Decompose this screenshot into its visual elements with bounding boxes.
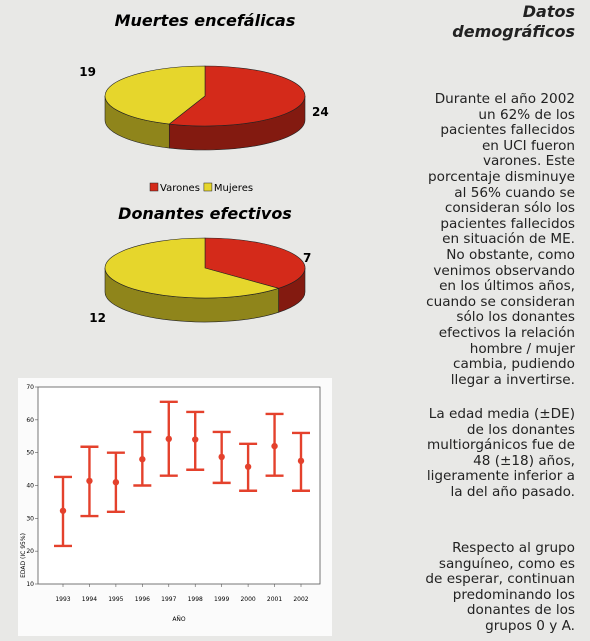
text-line: en situación de ME. — [442, 231, 575, 248]
y-tick-label: 20 — [26, 548, 34, 555]
text-line: porcentaje disminuye — [428, 168, 575, 185]
legend-label: Varones — [160, 183, 200, 194]
text-line: un 62% de los — [478, 106, 575, 123]
x-tick-label: 1998 — [188, 596, 203, 603]
text-line: sólo los donantes — [456, 309, 575, 326]
text-line: efectivos la relación — [438, 324, 575, 341]
text-line: de esperar, continuan — [425, 571, 575, 588]
paragraph: La edad media (±DE) de los donantes multio… — [375, 406, 575, 501]
pie-slice — [204, 237, 306, 289]
legend-swatch — [203, 182, 213, 192]
heading: Datos demográficos — [452, 2, 575, 41]
mean-marker — [218, 453, 225, 461]
text-line: La edad media (±DE) — [428, 406, 575, 422]
pie-value-label: 24 — [312, 105, 329, 119]
text-line: multiorgánicos fue de — [426, 437, 575, 454]
mean-marker — [244, 463, 252, 470]
charts: Muertes encefálicas 24 19 Varones Mujeres Don… — [18, 11, 332, 636]
pie-slice — [104, 65, 206, 125]
mean-marker — [297, 457, 305, 465]
text-line: consideran sólo los — [444, 200, 575, 217]
x-tick-label: 2002 — [293, 596, 308, 603]
pie-slice — [168, 65, 306, 127]
text-line: Respecto al grupo — [452, 540, 575, 556]
y-tick-label: 70 — [26, 384, 34, 391]
text-line: en UCI fueron — [481, 137, 575, 154]
x-tick-label: 1994 — [82, 596, 97, 603]
x-tick-label: 1999 — [214, 596, 229, 603]
text-line: llegar a invertirse. — [450, 371, 575, 388]
pie-slice — [104, 237, 280, 299]
x-tick-label: 2000 — [240, 596, 255, 603]
text-line: la del año pasado. — [450, 483, 575, 500]
x-tick-label: 2001 — [267, 596, 282, 603]
text-line: venimos observando — [433, 262, 575, 279]
text-line: grupos 0 y A. — [485, 617, 575, 634]
mean-marker — [139, 456, 146, 463]
mean-marker — [271, 442, 278, 450]
pie-value-label: 12 — [89, 311, 106, 325]
text-line: pacientes fallecidos — [440, 215, 575, 232]
y-tick-label: 30 — [26, 515, 34, 522]
x-tick-label: 1995 — [108, 596, 123, 603]
chart-title: Muertes encefálicas — [115, 11, 296, 30]
y-tick-label: 10 — [26, 581, 34, 588]
mean-marker — [59, 507, 67, 514]
text-line: varones. Este — [482, 153, 575, 170]
text-line: predominando los — [452, 586, 575, 603]
mean-marker — [112, 479, 120, 486]
y-tick-label: 50 — [26, 450, 34, 457]
x-axis-label: AÑO — [172, 616, 186, 623]
text-line: ligeramente inferior a — [426, 468, 575, 485]
mean-marker — [192, 436, 199, 443]
x-tick-label: 1996 — [135, 596, 150, 603]
mean-marker — [165, 435, 172, 443]
pie-value-label: 7 — [303, 251, 311, 265]
y-tick-label: 40 — [26, 483, 34, 490]
legend-label: Mujeres — [214, 183, 253, 194]
text-line: sanguíneo, como es — [438, 555, 575, 572]
text-line: 48 (±18) años, — [473, 452, 575, 469]
text-line: cuando se consideran — [426, 293, 575, 310]
y-axis-label: EDAD (IC 95%) — [20, 533, 27, 578]
x-tick-label: 1993 — [55, 596, 70, 603]
pie-value-label: 19 — [79, 65, 96, 79]
text-line: de los donantes — [466, 421, 575, 438]
y-tick-label: 60 — [26, 417, 34, 424]
plot-area — [37, 386, 321, 585]
text-line: cambia, pudiendo — [453, 356, 575, 373]
text-column: Datos demográficos Durante el año 2002 un… — [385, 0, 575, 634]
x-tick-label: 1997 — [161, 596, 176, 603]
chart-title: Donantes efectivos — [118, 204, 292, 223]
paragraph: Durante el año 2002 un 62% de los paciente… — [375, 91, 575, 388]
text-line: al 56% cuando se — [454, 184, 575, 201]
text-line: hombre / mujer — [469, 340, 575, 357]
text-line: Durante el año 2002 — [434, 91, 575, 107]
text-line: No obstante, como — [446, 246, 575, 263]
text-line: pacientes fallecidos — [440, 122, 575, 139]
mean-marker — [86, 477, 93, 485]
text-line: donantes de los — [466, 602, 575, 619]
paragraph: Respecto al grupo sanguíneo, como es de es… — [375, 540, 575, 635]
legend-swatch — [149, 182, 159, 192]
text-line: en los últimos años, — [439, 278, 575, 295]
